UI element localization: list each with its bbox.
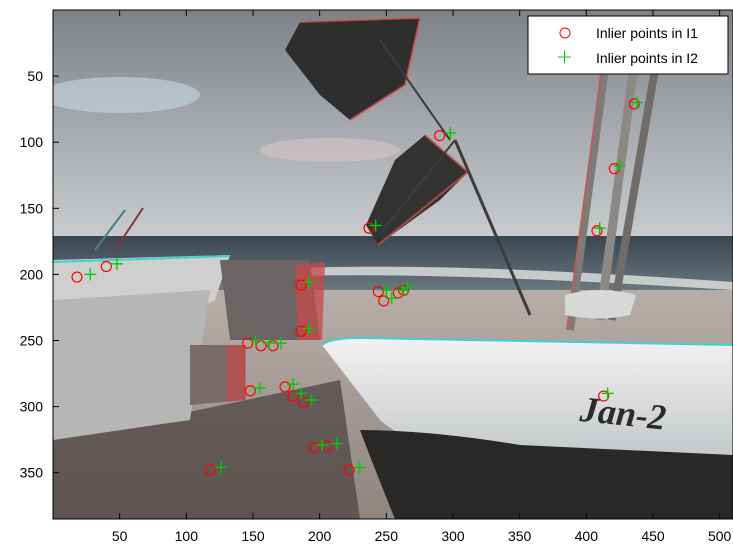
legend-box (527, 15, 729, 75)
boat-mid (220, 260, 320, 340)
rope (379, 39, 451, 141)
y-tick-label: 50 (27, 68, 43, 84)
inlier-point-i2 (369, 219, 382, 232)
x-tick-label: 350 (508, 528, 532, 544)
inlier-point-i1 (308, 442, 320, 454)
y-tick-label: 350 (20, 465, 44, 481)
boat-small (227, 345, 246, 402)
inlier-point-i2 (305, 394, 318, 407)
inlier-point-i1 (434, 129, 446, 142)
inlier-point-i2 (593, 222, 606, 235)
x-tick-label: 300 (441, 528, 465, 544)
x-axis: 50 100 150 200 250 300 350 400 450 500 (112, 10, 732, 544)
x-tick-label: 250 (375, 528, 399, 544)
wave (300, 266, 733, 290)
inlier-point-i1 (343, 464, 355, 476)
inlier-point-i2 (353, 461, 366, 474)
inlier-point-i2 (316, 438, 329, 451)
mast (566, 59, 604, 331)
inlier-point-i2 (385, 292, 398, 305)
boat-left (53, 255, 231, 263)
inlier-point-i2 (601, 387, 614, 400)
inlier-point-i2 (287, 378, 299, 391)
shadow (53, 380, 360, 519)
boat-mid (295, 262, 325, 340)
inlier-point-i2 (396, 284, 409, 297)
inlier-point-i1 (628, 98, 640, 110)
inlier-point-i1 (287, 390, 299, 402)
cloud (53, 77, 200, 113)
sail-roll (565, 290, 636, 319)
x-tick-label: 450 (641, 528, 665, 544)
inlier-point-i1 (298, 397, 310, 409)
inlier-point-i2 (401, 281, 414, 294)
rope (453, 139, 532, 316)
inlier-point-i2 (380, 284, 393, 297)
mast (94, 209, 126, 251)
rope (382, 139, 456, 231)
inlier-point-i2 (613, 160, 626, 173)
inlier-point-i2 (215, 461, 227, 474)
flag (366, 135, 468, 245)
inlier-point-i1 (591, 225, 603, 237)
inlier-point-i2 (111, 257, 123, 270)
background-photo: Jan-2 (53, 10, 733, 519)
boat-main-hull (360, 430, 733, 519)
y-axis: 50 100 150 200 250 300 350 (20, 68, 59, 481)
x-tick-label: 200 (308, 528, 332, 544)
y-tick-label: 100 (20, 134, 44, 150)
legend: Inlier points in I1 Inlier points in I2 (527, 15, 729, 75)
inlier-point-i1 (378, 295, 390, 307)
inlier-point-i2 (249, 334, 262, 347)
inlier-point-i1 (71, 271, 83, 283)
inlier-point-i1 (372, 286, 384, 298)
inlier-point-i2 (303, 276, 315, 289)
inlier-point-i1 (244, 385, 256, 397)
inlier-point-i1 (279, 381, 291, 393)
flag (299, 16, 422, 121)
hull-lettering: Jan-2 (577, 389, 668, 438)
mast (566, 59, 610, 331)
boat-main-hull (321, 336, 733, 346)
inlier-point-i1 (100, 260, 112, 273)
boat-left (53, 290, 210, 440)
inlier-point-i1 (242, 337, 254, 349)
inlier-point-i1 (598, 390, 610, 402)
inlier-point-i1 (295, 325, 307, 337)
legend-label-i1: Inlier points in I1 (596, 25, 698, 41)
inlier-point-i1 (363, 222, 375, 234)
inlier-point-i1 (267, 340, 279, 352)
inlier-point-i2 (253, 382, 266, 395)
inlier-point-i2 (263, 337, 275, 350)
inlier-point-i1 (295, 279, 307, 291)
mast (114, 207, 144, 251)
flag (285, 18, 420, 120)
x-tick-label: 150 (241, 528, 265, 544)
x-tick-label: 400 (575, 528, 599, 544)
inlier-point-i2 (444, 126, 457, 139)
inlier-point-i2 (295, 387, 307, 400)
y-tick-label: 200 (20, 266, 44, 282)
inlier-point-i2 (331, 437, 343, 450)
axes-frame (52, 9, 733, 520)
cloud (260, 138, 400, 162)
x-tick-label: 50 (112, 528, 128, 544)
inlier-point-i2 (84, 268, 97, 281)
inlier-point-i2 (631, 96, 643, 109)
inlier-points (71, 96, 643, 476)
mast (608, 39, 664, 321)
x-tick-label: 500 (708, 528, 732, 544)
legend-label-i2: Inlier points in I2 (596, 50, 698, 66)
inlier-point-i1 (392, 287, 404, 299)
y-tick-label: 300 (20, 399, 44, 415)
inlier-point-i2 (275, 337, 287, 350)
x-tick-label: 100 (175, 528, 199, 544)
inlier-point-i2 (303, 322, 315, 335)
inlier-point-i1 (204, 464, 216, 476)
y-tick-label: 250 (20, 333, 44, 349)
legend-marker-circle (559, 27, 571, 39)
y-tick-label: 150 (20, 200, 44, 216)
